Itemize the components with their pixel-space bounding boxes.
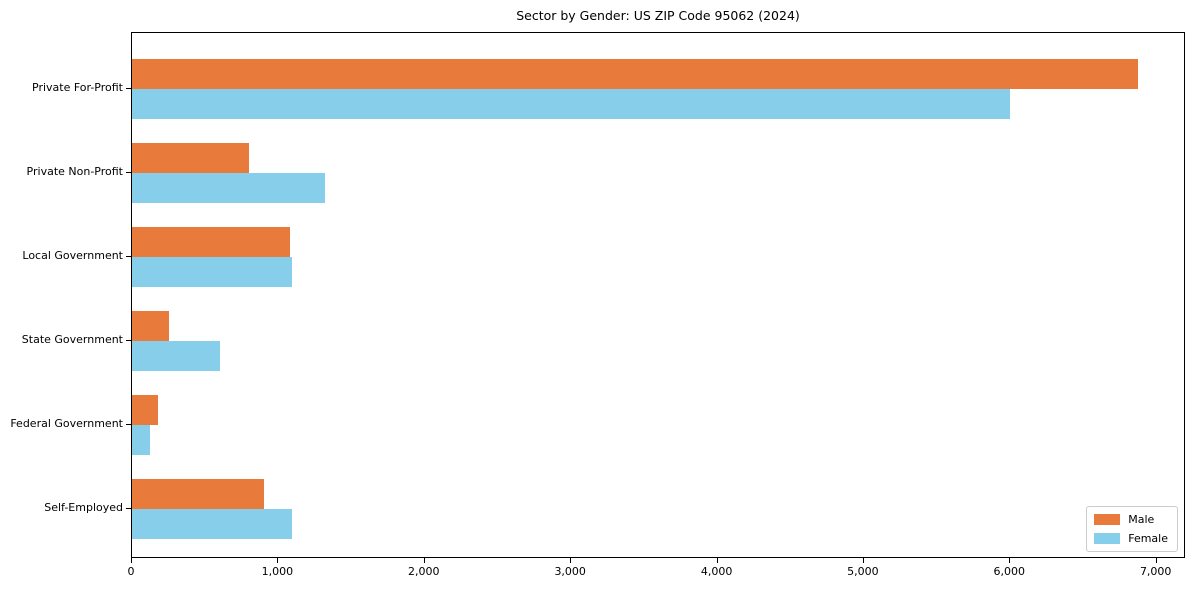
x-tick-mark-6 [1009, 558, 1011, 563]
x-tick-mark-7 [1155, 558, 1157, 563]
bar-male-2 [132, 227, 291, 257]
bar-female-1 [132, 173, 326, 203]
bar-female-5 [132, 509, 292, 539]
bar-male-0 [132, 59, 1138, 89]
legend-swatch-female [1094, 533, 1121, 544]
y-tick-mark-0 [126, 88, 131, 89]
bar-female-2 [132, 257, 293, 287]
bar-male-5 [132, 479, 264, 509]
x-tick-label-1: 1,000 [261, 565, 294, 578]
legend-label-female: Female [1128, 532, 1168, 545]
y-tick-label-3: State Government [21, 333, 123, 346]
y-tick-label-1: Private Non-Profit [26, 165, 123, 178]
x-tick-label-7: 7,000 [1139, 565, 1172, 578]
legend-label-male: Male [1128, 513, 1155, 526]
bar-female-4 [132, 425, 150, 455]
y-tick-label-2: Local Government [22, 249, 123, 262]
x-tick-mark-5 [862, 558, 864, 563]
legend-item-male: Male [1094, 513, 1168, 526]
x-tick-mark-0 [131, 558, 132, 563]
x-tick-mark-2 [423, 558, 425, 563]
legend-swatch-male [1094, 514, 1121, 525]
y-tick-label-4: Federal Government [10, 417, 123, 430]
y-tick-label-0: Private For-Profit [32, 81, 123, 94]
legend: Male Female [1086, 506, 1178, 552]
y-tick-mark-5 [126, 508, 131, 509]
y-tick-mark-1 [126, 172, 131, 173]
bar-male-4 [132, 395, 158, 425]
y-tick-mark-2 [126, 256, 131, 257]
y-tick-mark-3 [126, 340, 131, 341]
x-tick-mark-4 [716, 558, 718, 563]
bar-male-1 [132, 143, 250, 173]
bar-female-0 [132, 89, 1011, 119]
x-tick-mark-1 [277, 558, 279, 563]
y-tick-mark-4 [126, 424, 131, 425]
x-tick-label-2: 2,000 [408, 565, 440, 578]
legend-item-female: Female [1094, 532, 1168, 545]
plot-area: Male Female [131, 32, 1185, 558]
x-tick-label-4: 4,000 [700, 565, 733, 578]
x-tick-label-0: 0 [127, 565, 135, 578]
y-tick-label-5: Self-Employed [44, 501, 123, 514]
x-tick-label-3: 3,000 [554, 565, 586, 578]
chart-title: Sector by Gender: US ZIP Code 95062 (202… [516, 8, 800, 23]
x-tick-label-5: 5,000 [847, 565, 879, 578]
x-tick-mark-3 [570, 558, 572, 563]
bar-male-3 [132, 311, 170, 341]
x-tick-label-6: 6,000 [993, 565, 1026, 578]
bar-female-3 [132, 341, 220, 371]
